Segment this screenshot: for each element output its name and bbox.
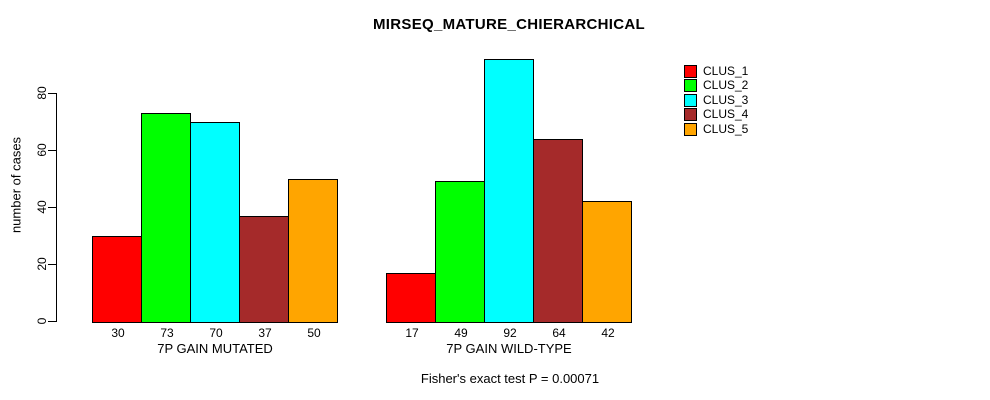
legend-label: CLUS_1 [703,64,749,78]
bar-clus_1 [92,236,142,323]
bar-value-label: 30 [111,326,125,340]
y-axis-tick-label: 40 [35,200,49,214]
legend-item-clus_5: CLUS_5 [684,123,748,136]
bar-value-label: 49 [454,326,468,340]
bar-clus_1 [386,273,436,323]
legend-item-clus_4: CLUS_4 [684,108,748,121]
legend-swatch-icon [684,94,697,107]
bar-clus_5 [582,201,632,323]
y-axis-tick-mark [48,264,56,265]
bar-clus_2 [141,113,191,323]
legend-label: CLUS_5 [703,122,749,136]
y-axis-tick-mark [48,93,56,94]
legend-item-clus_1: CLUS_1 [684,65,748,78]
legend-label: CLUS_3 [703,93,749,107]
group-label: 7P GAIN WILD-TYPE [446,341,572,356]
bar-value-label: 64 [552,326,566,340]
chart-title: MIRSEQ_MATURE_CHIERARCHICAL [373,16,645,33]
legend-swatch-icon [684,65,697,78]
y-axis-tick-label: 60 [35,143,49,157]
legend-label: CLUS_2 [703,78,749,92]
y-axis-tick-mark [48,150,56,151]
bar-clus_3 [484,59,534,323]
bar-value-label: 42 [601,326,615,340]
group-label: 7P GAIN MUTATED [157,341,273,356]
annotation-text: Fisher's exact test P = 0.00071 [420,371,600,386]
y-axis-tick-mark [48,207,56,208]
legend-item-clus_3: CLUS_3 [684,94,748,107]
y-axis-tick-label: 0 [35,317,49,325]
legend-swatch-icon [684,123,697,136]
legend-item-clus_2: CLUS_2 [684,79,748,92]
bar-value-label: 70 [209,326,223,340]
legend-swatch-icon [684,79,697,92]
y-axis-tick-mark [48,321,56,322]
bar-value-label: 92 [503,326,517,340]
bar-clus_2 [435,181,485,323]
bar-clus_4 [533,139,583,323]
y-axis-tick-label: 20 [35,257,49,271]
y-axis-line [56,93,57,322]
bar-value-label: 37 [258,326,272,340]
y-axis-tick-label: 80 [35,86,49,100]
bar-clus_5 [288,179,338,323]
bar-clus_4 [239,216,289,323]
bar-value-label: 17 [405,326,419,340]
legend-swatch-icon [684,108,697,121]
bar-clus_3 [190,122,240,323]
legend-label: CLUS_4 [703,107,749,121]
y-axis-label: number of cases [8,136,24,234]
bar-value-label: 73 [160,326,174,340]
bar-value-label: 50 [307,326,321,340]
